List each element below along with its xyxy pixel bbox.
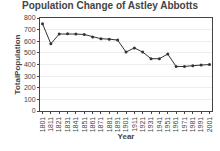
svg-text:1871: 1871 bbox=[97, 117, 104, 133]
svg-text:200: 200 bbox=[24, 84, 36, 91]
svg-text:1961: 1961 bbox=[172, 117, 179, 133]
svg-text:2001: 2001 bbox=[206, 117, 213, 133]
svg-text:1861: 1861 bbox=[89, 117, 96, 133]
svg-text:800: 800 bbox=[24, 14, 36, 21]
svg-text:1931: 1931 bbox=[147, 117, 154, 133]
svg-text:TotalPopulation: TotalPopulation bbox=[13, 34, 22, 94]
svg-text:400: 400 bbox=[24, 61, 36, 68]
svg-text:1921: 1921 bbox=[139, 117, 146, 133]
svg-text:1851: 1851 bbox=[81, 117, 88, 133]
svg-text:100: 100 bbox=[24, 96, 36, 103]
svg-text:1831: 1831 bbox=[64, 117, 71, 133]
svg-text:1911: 1911 bbox=[131, 117, 138, 132]
svg-text:1981: 1981 bbox=[189, 117, 196, 133]
svg-text:1971: 1971 bbox=[181, 117, 188, 133]
svg-text:1891: 1891 bbox=[114, 117, 121, 133]
svg-text:Year: Year bbox=[118, 132, 135, 141]
svg-text:1801: 1801 bbox=[39, 117, 46, 133]
svg-text:1901: 1901 bbox=[122, 117, 129, 133]
svg-text:0: 0 bbox=[32, 107, 36, 114]
svg-text:1991: 1991 bbox=[197, 117, 204, 133]
svg-text:1841: 1841 bbox=[72, 117, 79, 133]
svg-text:1881: 1881 bbox=[106, 117, 113, 133]
svg-text:1951: 1951 bbox=[164, 117, 171, 133]
svg-text:300: 300 bbox=[24, 73, 36, 80]
svg-text:1811: 1811 bbox=[47, 117, 54, 132]
svg-text:1941: 1941 bbox=[156, 117, 163, 133]
svg-text:500: 500 bbox=[24, 49, 36, 56]
svg-text:700: 700 bbox=[24, 26, 36, 33]
svg-text:Population Change of Astley Ab: Population Change of Astley Abbotts bbox=[22, 0, 198, 11]
svg-text:1821: 1821 bbox=[55, 117, 62, 133]
svg-text:600: 600 bbox=[24, 38, 36, 45]
